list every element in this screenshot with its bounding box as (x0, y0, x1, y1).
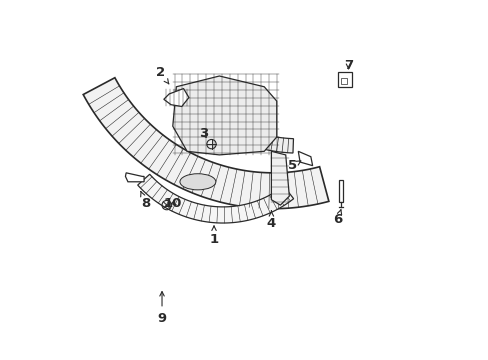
FancyBboxPatch shape (340, 78, 346, 84)
Polygon shape (172, 76, 276, 155)
Text: 9: 9 (157, 292, 166, 325)
Text: 6: 6 (332, 210, 342, 226)
Polygon shape (271, 151, 289, 205)
Polygon shape (138, 174, 293, 223)
Polygon shape (83, 78, 328, 209)
Text: 7: 7 (343, 59, 352, 72)
Text: 2: 2 (155, 66, 168, 84)
Text: 4: 4 (266, 211, 275, 230)
Text: 3: 3 (198, 127, 207, 140)
Polygon shape (196, 103, 293, 153)
Text: 1: 1 (209, 226, 218, 246)
Text: 8: 8 (141, 192, 150, 210)
Text: 5: 5 (288, 159, 300, 172)
Polygon shape (163, 89, 188, 107)
Polygon shape (338, 180, 343, 202)
Polygon shape (298, 151, 312, 166)
Text: 10: 10 (163, 197, 182, 210)
Polygon shape (337, 72, 351, 87)
Polygon shape (125, 173, 144, 182)
Ellipse shape (180, 174, 215, 190)
